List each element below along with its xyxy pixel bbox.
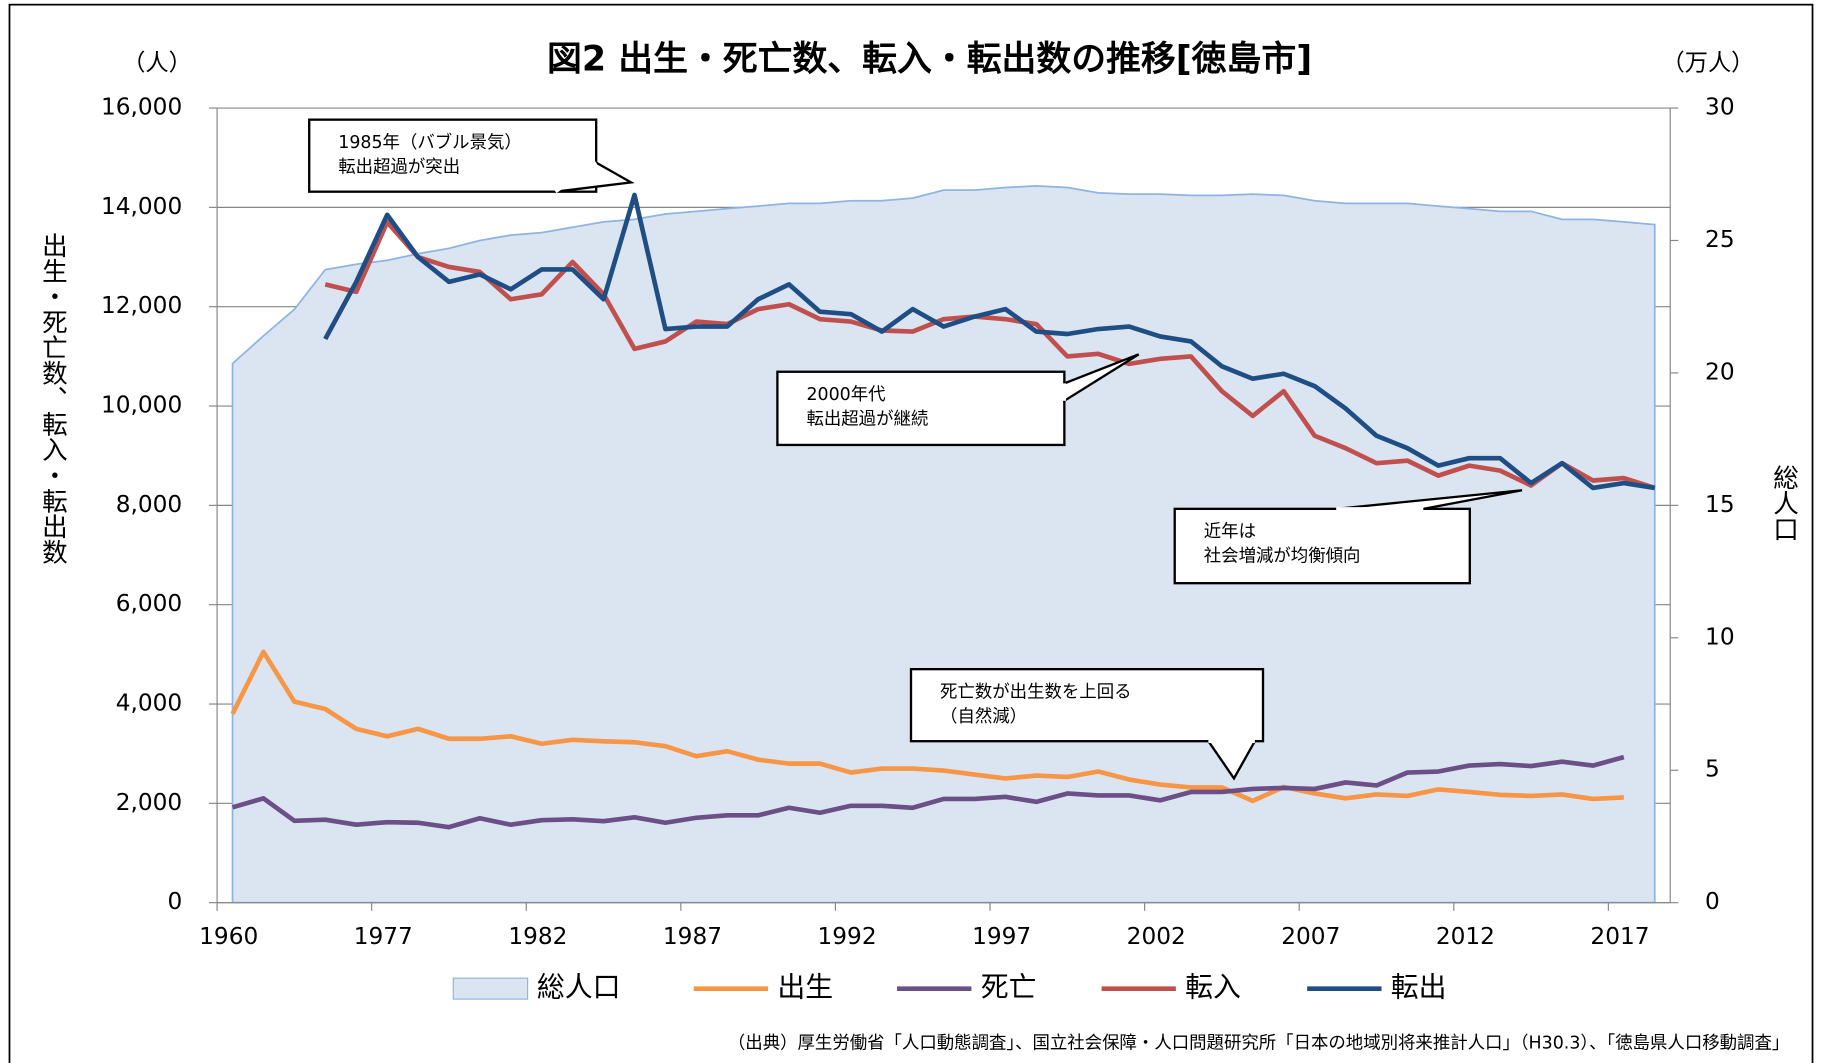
- y-tick-label: 2,000: [116, 789, 182, 816]
- y-tick-label: 8,000: [116, 491, 182, 518]
- y2-tick-label: 30: [1705, 94, 1735, 121]
- legend-label: 転入: [1185, 971, 1241, 1004]
- annotation: （自然減）: [940, 707, 1027, 727]
- x-tick-label: 2012: [1436, 923, 1495, 950]
- callout-box: [1173, 507, 1471, 585]
- line: [231, 754, 1625, 830]
- legend-swatch: [452, 977, 529, 1000]
- y-tick-label: 4,000: [116, 690, 182, 717]
- y-unit: （人）: [122, 49, 192, 76]
- x-tick-label: 1960: [199, 923, 258, 950]
- y2-tick-label: 15: [1705, 491, 1735, 518]
- callout: 1985年（バブル景気） 転出超過が突出: [308, 118, 635, 194]
- x-tick-label: 1977: [354, 923, 413, 950]
- annotation: 死亡数が出生数を上回る: [940, 682, 1131, 702]
- x-tick-label: 1992: [818, 923, 877, 950]
- y2-tick-label: 25: [1705, 226, 1735, 253]
- line: [324, 219, 1656, 491]
- x-tick-label: 1987: [663, 923, 722, 950]
- annotation: 転出超過が継続: [806, 409, 928, 429]
- callout-box: [776, 370, 1066, 447]
- y-tick-label: 14,000: [101, 193, 182, 220]
- x-tick-label: 1997: [972, 923, 1031, 950]
- chart-title: 図2 出生・死亡数、転入・転出数の推移[徳島市]: [547, 39, 1312, 79]
- legend-label: 死亡: [981, 971, 1037, 1004]
- annotation: 近年は: [1204, 522, 1256, 542]
- annotation: 転出超過が突出: [338, 157, 460, 177]
- y2-tick-label: 10: [1705, 623, 1735, 650]
- x-tick-label: 2002: [1127, 923, 1186, 950]
- y-tick-label: 12,000: [101, 292, 182, 319]
- legend-label: 出生: [777, 971, 833, 1004]
- y-tick-label: 6,000: [116, 590, 182, 617]
- source-note: （出典）厚生労働省「人口動態調査」、国立社会保障・人口問題研究所「日本の地域別将…: [728, 1033, 1789, 1053]
- plot: [230, 185, 1656, 904]
- annotation: 社会増減が均衡傾向: [1204, 546, 1361, 566]
- y2-tick-label: 20: [1705, 358, 1735, 385]
- y-axis-label: 出生・死亡数、転入・転出数: [37, 232, 67, 564]
- callout-seam: [554, 161, 598, 194]
- x-tick-label: 2017: [1590, 923, 1649, 950]
- legend-label: 総人口: [537, 971, 621, 1004]
- callout: 死亡数が出生数を上回る （自然減）: [909, 668, 1265, 781]
- callout-box: [909, 668, 1265, 743]
- x-tick-label: 2007: [1281, 923, 1340, 950]
- y2-axis-label: 総人口: [1768, 465, 1798, 542]
- annotation: 1985年（バブル景気）: [338, 132, 522, 153]
- annotation: 2000年代: [806, 385, 885, 405]
- legend-label: 転出: [1391, 971, 1447, 1004]
- x-tick-label: 1982: [508, 923, 567, 950]
- line: [230, 649, 1624, 804]
- y-tick-label: 16,000: [101, 94, 182, 121]
- axes: 0 2,000 4,000 6,000 8,000 10,000 12,000 14,000 1…: [101, 94, 1735, 1004]
- y2-tick-label: 0: [1705, 888, 1720, 915]
- y2-unit: （万人）: [1662, 49, 1755, 76]
- callout-box: [308, 118, 598, 193]
- line: [323, 192, 1656, 491]
- y2-tick-label: 5: [1705, 756, 1720, 783]
- y-tick-label: 0: [167, 888, 182, 915]
- y-tick-label: 10,000: [101, 392, 182, 419]
- area: [231, 185, 1656, 904]
